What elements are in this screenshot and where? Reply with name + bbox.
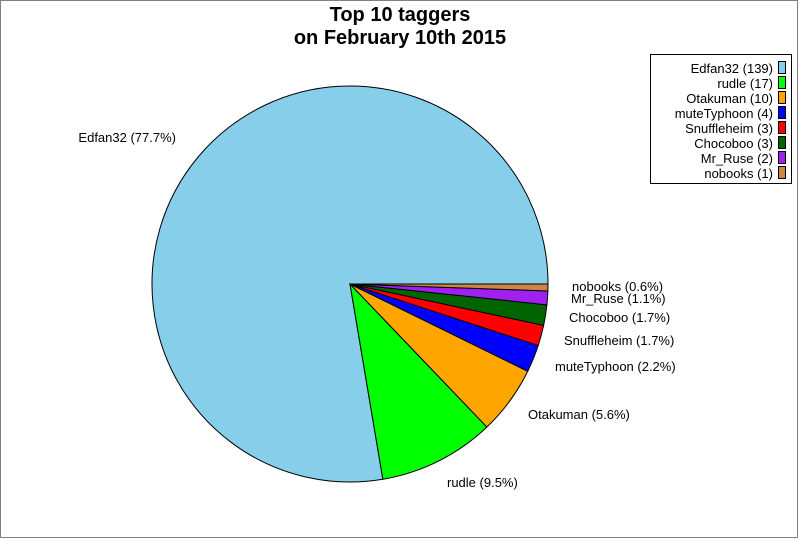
svg-text:Chocoboo (1.7%): Chocoboo (1.7%): [569, 310, 670, 325]
svg-text:Otakuman (5.6%): Otakuman (5.6%): [528, 407, 630, 422]
svg-text:muteTyphoon (2.2%): muteTyphoon (2.2%): [555, 359, 676, 374]
svg-text:nobooks (0.6%): nobooks (0.6%): [572, 279, 663, 294]
svg-text:Snuffleheim (1.7%): Snuffleheim (1.7%): [564, 333, 674, 348]
svg-text:rudle (9.5%): rudle (9.5%): [447, 475, 518, 490]
svg-text:Edfan32 (77.7%): Edfan32 (77.7%): [78, 130, 176, 145]
